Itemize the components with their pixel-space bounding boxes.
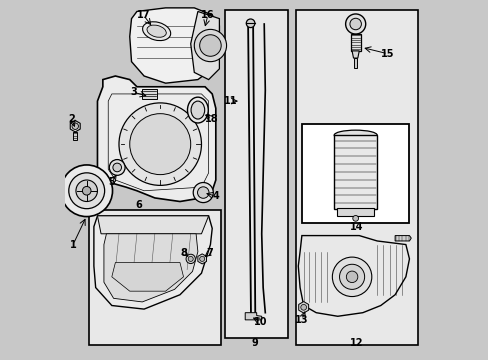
Text: 17: 17 — [136, 10, 150, 20]
Polygon shape — [198, 254, 206, 264]
Text: 6: 6 — [135, 200, 142, 210]
Circle shape — [119, 103, 201, 185]
Circle shape — [193, 183, 213, 203]
Polygon shape — [112, 262, 183, 291]
Circle shape — [194, 30, 226, 62]
Text: 8: 8 — [181, 248, 187, 258]
Polygon shape — [129, 8, 219, 83]
Bar — [301, 125, 408, 223]
Circle shape — [61, 165, 112, 217]
Circle shape — [82, 186, 91, 195]
Bar — [336, 208, 373, 216]
Text: 10: 10 — [253, 317, 267, 327]
Text: 9: 9 — [251, 338, 258, 348]
Text: 4: 4 — [212, 191, 219, 201]
Bar — [350, 34, 360, 51]
Circle shape — [345, 14, 365, 34]
Text: 13: 13 — [295, 315, 308, 325]
Polygon shape — [94, 216, 212, 309]
Circle shape — [76, 180, 97, 202]
Circle shape — [332, 257, 371, 297]
Circle shape — [339, 264, 364, 289]
Circle shape — [199, 256, 204, 261]
Text: 11: 11 — [224, 96, 237, 106]
Circle shape — [72, 123, 78, 130]
Circle shape — [352, 216, 358, 221]
Circle shape — [246, 19, 254, 28]
Bar — [333, 135, 376, 209]
Circle shape — [346, 271, 357, 283]
Bar — [353, 58, 356, 68]
Ellipse shape — [333, 130, 376, 140]
Circle shape — [129, 114, 190, 175]
Circle shape — [185, 254, 195, 264]
Ellipse shape — [142, 22, 170, 41]
Text: 1: 1 — [70, 239, 76, 249]
Polygon shape — [298, 302, 308, 313]
Circle shape — [188, 256, 193, 261]
Text: 12: 12 — [349, 338, 363, 348]
Polygon shape — [70, 121, 80, 132]
Text: 16: 16 — [201, 10, 214, 20]
Text: 5: 5 — [108, 177, 115, 187]
Circle shape — [69, 173, 104, 209]
Polygon shape — [190, 12, 219, 80]
Bar — [142, 89, 156, 99]
Polygon shape — [244, 313, 261, 320]
Bar — [73, 132, 77, 140]
Polygon shape — [97, 216, 208, 234]
Text: 15: 15 — [381, 49, 394, 59]
Ellipse shape — [187, 97, 208, 123]
Text: 2: 2 — [68, 114, 75, 124]
Bar — [88, 211, 221, 345]
Polygon shape — [104, 234, 198, 302]
Circle shape — [113, 163, 121, 172]
Polygon shape — [351, 51, 359, 58]
Circle shape — [199, 35, 221, 56]
Polygon shape — [298, 235, 408, 316]
Bar — [224, 10, 287, 338]
Text: 3: 3 — [130, 87, 137, 97]
Ellipse shape — [191, 101, 204, 119]
Text: 14: 14 — [349, 222, 363, 231]
Text: 7: 7 — [206, 248, 213, 258]
Circle shape — [349, 18, 361, 30]
Circle shape — [197, 187, 208, 198]
Bar — [296, 10, 418, 345]
Circle shape — [300, 305, 306, 310]
Polygon shape — [394, 235, 410, 241]
Text: 18: 18 — [204, 114, 218, 124]
Polygon shape — [97, 76, 215, 202]
Ellipse shape — [147, 25, 166, 37]
Circle shape — [109, 159, 125, 175]
